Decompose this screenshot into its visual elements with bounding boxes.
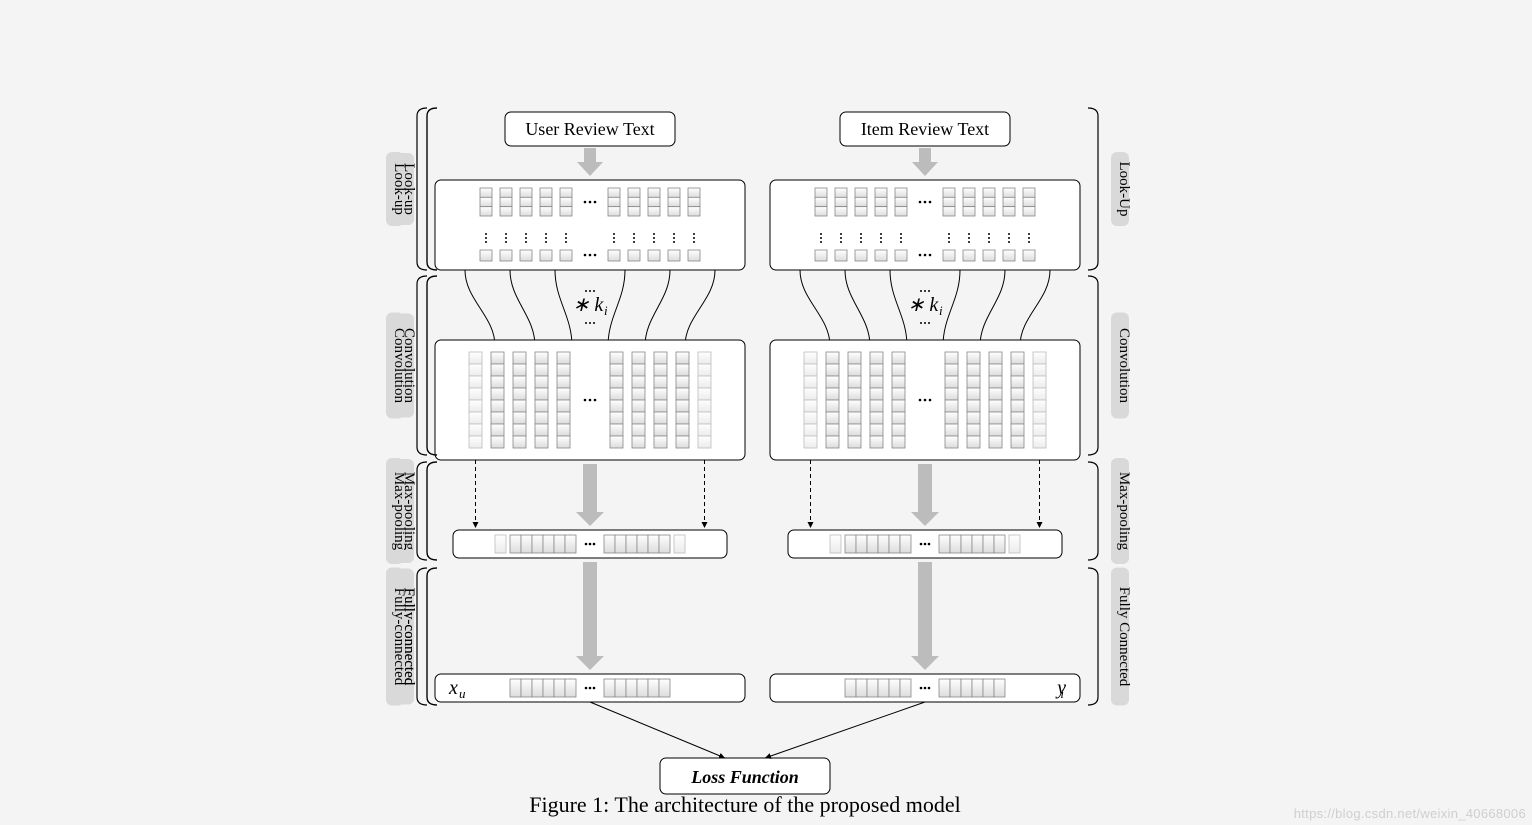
kernel-label: ∗ k [573,294,605,316]
svg-text:i: i [1060,686,1064,701]
diagram-root: User Review Text∗ kixuItem Review Text∗ … [0,0,1532,825]
figure-caption: Figure 1: The architecture of the propos… [529,792,961,817]
svg-text:User Review Text: User Review Text [525,119,654,139]
svg-text:Item Review Text: Item Review Text [861,119,989,139]
svg-text:u: u [459,686,466,701]
stage-label: Fully Connected [1116,587,1132,687]
stage-label: Fully-connected [391,588,407,686]
svg-text:Loss Function: Loss Function [690,767,799,787]
stage-label: Look-up [391,163,407,215]
watermark-text: https://blog.csdn.net/weixin_40668006 [1294,806,1526,821]
stage-label: Convolution [1116,328,1132,404]
svg-text:i: i [604,303,608,318]
stage-label: Max-pooling [1116,472,1132,551]
stage-label: Max-pooling [391,472,407,551]
fc-symbol: x [448,677,458,699]
svg-text:i: i [939,303,943,318]
diagram-svg: User Review Text∗ kixuItem Review Text∗ … [0,0,1532,825]
kernel-label: ∗ k [908,294,940,316]
stage-label: Convolution [391,328,407,404]
stage-label: Look-Up [1116,162,1132,217]
